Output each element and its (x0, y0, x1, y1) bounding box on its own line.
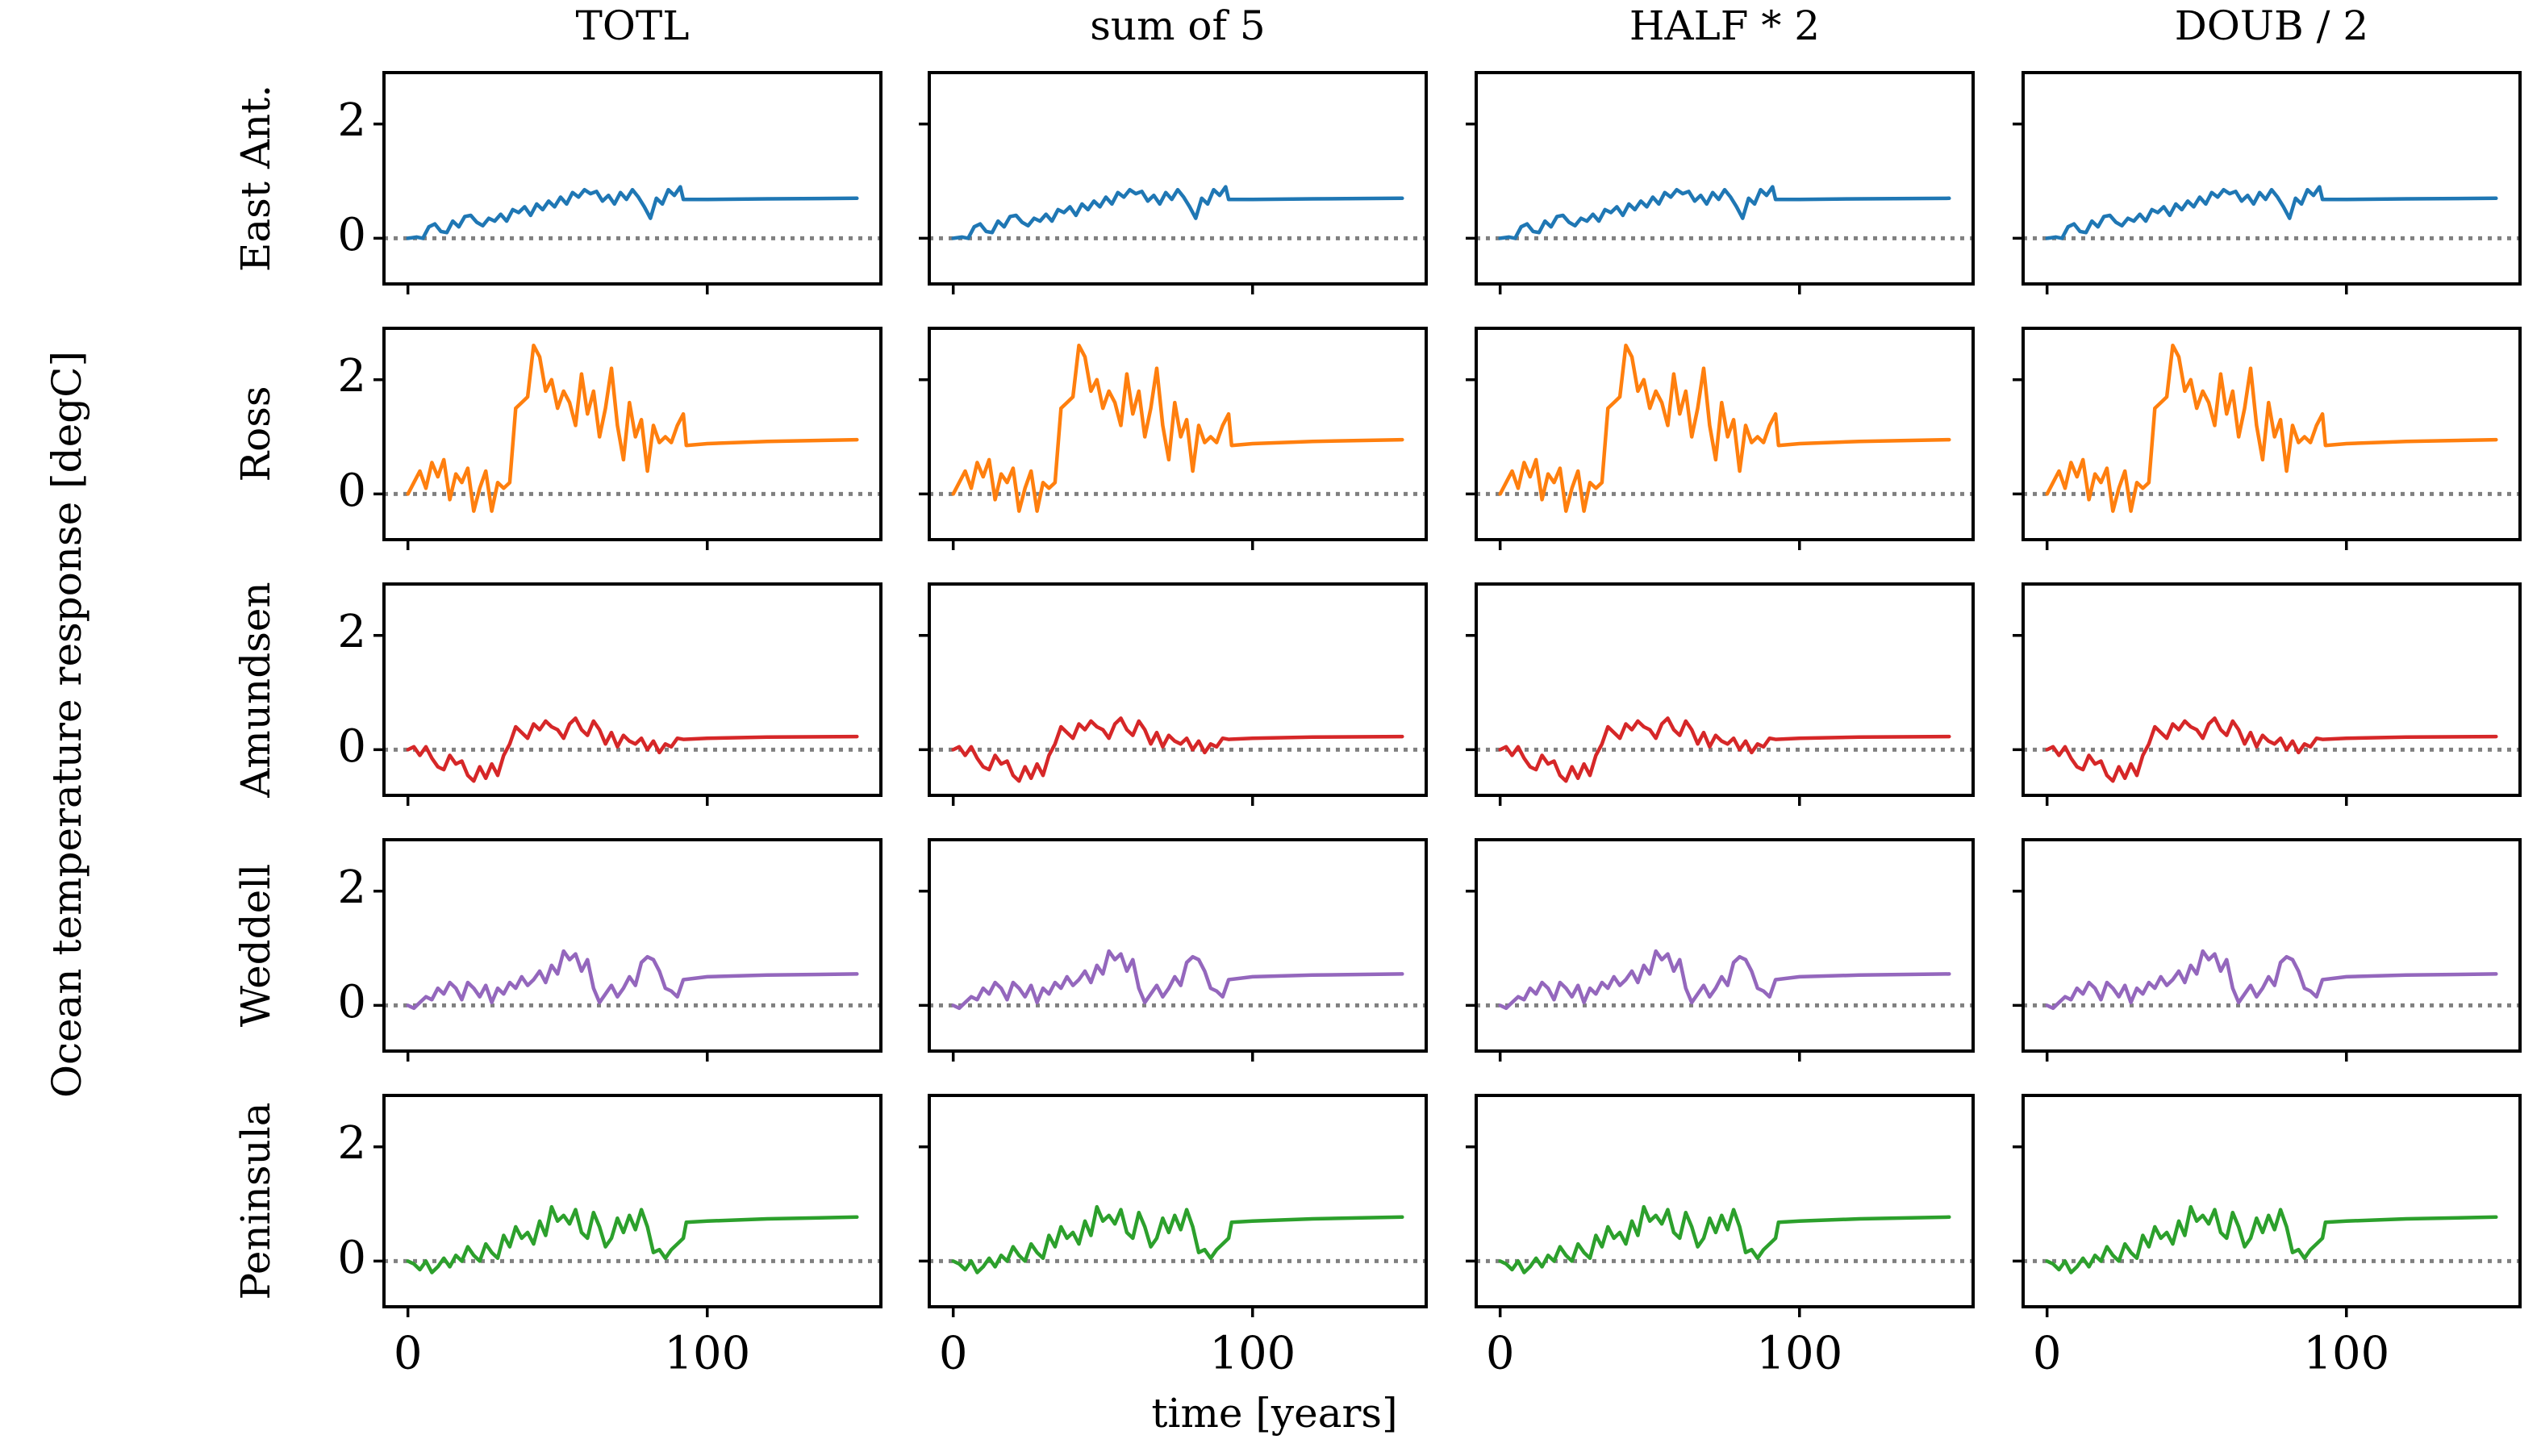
row-label: East Ant. (232, 85, 279, 272)
y-tick-label: 2 (337, 862, 366, 914)
column-title: TOTL (576, 2, 690, 49)
series-line (1498, 949, 1951, 1011)
x-axis-label: time [years] (1151, 1390, 1397, 1437)
panel (2013, 838, 2522, 1062)
panel (2013, 582, 2522, 806)
panel (1466, 71, 1975, 294)
series-line (2045, 716, 2498, 783)
series-line (406, 949, 859, 1011)
x-tick-label: 100 (1756, 1328, 1842, 1380)
series-line (951, 1204, 1404, 1275)
row-label: Weddell (232, 864, 279, 1028)
series-line (1498, 716, 1951, 783)
series-line (951, 343, 1404, 513)
y-tick-label: 0 (337, 465, 366, 517)
series-line (406, 343, 859, 513)
panel-frame (1475, 71, 1975, 286)
panel (919, 327, 1428, 550)
x-tick-label: 0 (939, 1328, 968, 1380)
series-line (1498, 1204, 1951, 1275)
series-line (951, 716, 1404, 783)
panel-frame (2022, 327, 2522, 541)
x-tick-label: 100 (664, 1328, 750, 1380)
panel (1466, 838, 1975, 1062)
panel: 0 100 (919, 1094, 1428, 1380)
panel-frame (1475, 838, 1975, 1053)
y-tick-label: 0 (337, 976, 366, 1028)
column-title: HALF * 2 (1629, 2, 1820, 49)
panel: 02 (337, 582, 882, 806)
panel-frame (382, 582, 882, 797)
y-axis-label: Ocean temperature response [degC] (44, 351, 90, 1098)
panel-frame (1475, 327, 1975, 541)
x-tick-label: 100 (1209, 1328, 1296, 1380)
panel-frame (1475, 1094, 1975, 1308)
panel-frame (2022, 582, 2522, 797)
panel-frame (2022, 71, 2522, 286)
column-title: sum of 5 (1090, 2, 1265, 49)
series-line (1498, 185, 1951, 240)
row-label: Peninsula (232, 1102, 279, 1300)
y-tick-label: 2 (337, 94, 366, 147)
panel-frame (928, 1094, 1428, 1308)
x-tick-label: 0 (2033, 1328, 2062, 1380)
panel (919, 838, 1428, 1062)
y-tick-label: 2 (337, 1117, 366, 1170)
y-tick-label: 2 (337, 606, 366, 658)
y-tick-label: 0 (337, 209, 366, 261)
panel: 02 (337, 838, 882, 1062)
series-line (406, 1204, 859, 1275)
panel: 02 (337, 327, 882, 550)
series-line (2045, 1204, 2498, 1275)
panel (2013, 71, 2522, 294)
panel-frame (2022, 838, 2522, 1053)
panel-frame (382, 327, 882, 541)
panel-frame (382, 838, 882, 1053)
panel: 0 100 (2013, 1094, 2522, 1380)
panel-frame (382, 71, 882, 286)
series-line (951, 185, 1404, 240)
series-line (2045, 949, 2498, 1011)
panel: 0 100 (1466, 1094, 1975, 1380)
panel (919, 71, 1428, 294)
panel-frame (928, 327, 1428, 541)
panel (1466, 327, 1975, 550)
panel-frame (928, 71, 1428, 286)
panel-frame (1475, 582, 1975, 797)
x-tick-label: 0 (394, 1328, 423, 1380)
panel: 0 2 0 100 (337, 1094, 882, 1380)
row-label: Amundsen (232, 582, 279, 798)
series-line (951, 949, 1404, 1011)
panel-frame (382, 1094, 882, 1308)
panel (2013, 327, 2522, 550)
column-title: DOUB / 2 (2175, 2, 2368, 49)
series-line (2045, 343, 2498, 513)
series-line (1498, 343, 1951, 513)
panel: 02 (337, 71, 882, 294)
series-line (406, 185, 859, 240)
y-tick-label: 2 (337, 350, 366, 403)
series-line (2045, 185, 2498, 240)
panel-frame (2022, 1094, 2522, 1308)
series-line (406, 716, 859, 783)
row-label: Ross (232, 386, 279, 482)
x-tick-label: 100 (2303, 1328, 2389, 1380)
panel (919, 582, 1428, 806)
y-tick-label: 0 (337, 720, 366, 773)
panel-frame (928, 582, 1428, 797)
panel (1466, 582, 1975, 806)
y-tick-label: 0 (337, 1232, 366, 1284)
panel-frame (928, 838, 1428, 1053)
x-tick-label: 0 (1486, 1328, 1515, 1380)
